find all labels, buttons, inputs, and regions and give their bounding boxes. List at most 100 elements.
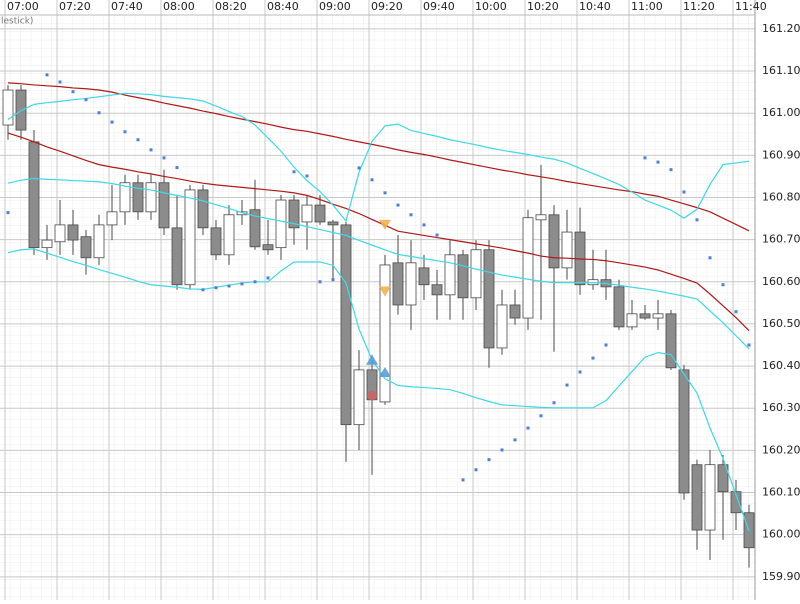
candle-body [613,286,625,328]
candle-body [470,249,482,299]
candle-body [626,313,638,328]
candle-body [379,264,391,403]
y-tick-label: 160.50 [762,317,800,330]
sar-dot [383,191,387,195]
x-tick-label: 10:40 [579,0,611,13]
x-tick-label: 07:40 [111,0,143,13]
y-tick-label: 160.40 [762,359,800,372]
candle-body [262,244,274,251]
candle-body [314,204,326,223]
sar-dot [422,223,426,227]
candle-body [171,227,183,286]
y-tick-label: 161.00 [762,106,800,119]
candle-body [522,217,534,319]
candle-body [418,267,430,286]
candle-body [535,214,547,221]
overlay-line [7,132,750,332]
candle-body [405,262,417,306]
sar-dot [175,166,179,170]
sar-dot [71,90,75,94]
sar-dot [695,218,699,222]
candle-body [41,239,53,249]
candle-body [67,224,79,241]
candle-body [132,182,144,213]
signal-marker [367,390,377,401]
y-tick-label: 160.90 [762,148,800,161]
candle-body [340,224,352,426]
sar-dot [370,178,374,182]
candle-body [652,313,664,319]
x-tick-label: 08:20 [215,0,247,13]
candle-body [184,189,196,286]
sar-dot [539,414,543,418]
y-tick-label: 161.20 [762,22,800,35]
candle-body [704,464,716,531]
sar-dot [253,280,257,284]
sar-dot [396,203,400,207]
y-tick-label: 160.20 [762,443,800,456]
candle-body [288,199,300,229]
sar-dot [526,426,530,430]
sar-dot [708,256,712,260]
sar-dot [474,468,478,472]
signal-marker [379,366,391,377]
sar-dot [591,356,595,360]
candle-body [444,254,456,296]
candle-body [119,182,131,213]
labels: 159.90 160.00 160.10 160.20 160.30 160.40 160.… [7,0,800,583]
x-tick-label: 11:20 [683,0,715,13]
candle-body [678,369,690,494]
sar-dot [487,458,491,462]
y-tick-label: 160.80 [762,190,800,203]
plot-background [0,15,755,600]
candle-body [509,304,521,319]
sar-dot [461,478,465,482]
candle-body [158,182,170,229]
sar-dot [6,211,10,215]
x-tick-label: 08:40 [267,0,299,13]
sar-dot [292,170,296,174]
sar-dot [721,283,725,287]
sar-dot [357,166,361,170]
sar-dot [97,111,101,115]
sar-dot [84,98,88,102]
sar-dot [435,233,439,237]
y-tick-label: 160.10 [762,486,800,499]
candle-body [93,224,105,259]
candle-body [483,249,495,349]
candle-body [80,236,92,259]
sar-dot [513,438,517,442]
sar-dot [331,278,335,282]
x-tick-label: 09:00 [319,0,351,13]
x-tick-label: 07:20 [59,0,91,13]
candle-body [691,464,703,531]
plot [2,73,755,568]
x-tick-label: 11:00 [631,0,663,13]
candle-body [223,214,235,256]
overlay-line [7,177,750,350]
candle-body [54,224,66,243]
sar-dot [500,448,504,452]
x-tick-label: 09:40 [423,0,455,13]
sar-dot [110,120,114,124]
signal-marker [366,354,378,365]
sar-dot [45,73,49,77]
chart-title: lestick) [1,17,33,27]
sar-dot [162,156,166,160]
sar-dot [669,168,673,172]
x-tick-label: 10:20 [527,0,559,13]
candle-body [197,189,209,229]
sar-dot [747,343,751,347]
candle-body [717,464,729,493]
sar-dot [734,310,738,314]
sar-dot [227,284,231,288]
x-tick-label: 11:40 [735,0,767,13]
candle-body [145,182,157,213]
sar-dot [565,383,569,387]
y-tick-label: 160.70 [762,233,800,246]
candle-body [2,89,14,126]
signal-marker [379,286,391,297]
candle-body [353,369,365,426]
candle-body [327,221,339,226]
sar-dot [214,286,218,290]
